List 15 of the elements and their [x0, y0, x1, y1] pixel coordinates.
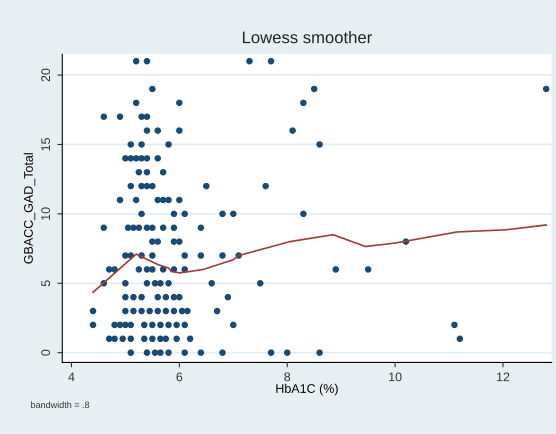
x-tick-label: 8: [284, 372, 290, 382]
y-tick-label: 20: [41, 68, 50, 82]
y-tick-label: 5: [41, 280, 50, 286]
x-axis-title: HbA1C (%): [276, 384, 338, 396]
x-tick-label: 10: [389, 372, 402, 382]
y-tick-label: 15: [41, 138, 50, 150]
chart-title: Lowess smoother: [242, 31, 372, 44]
line-series: [92, 224, 547, 294]
x-tick-label: 6: [176, 372, 182, 382]
x-tick-label: 12: [497, 372, 510, 382]
text: bandwidth = .8: [31, 401, 90, 408]
y-axis-title: GBACC_GAD_Total: [24, 153, 36, 264]
x-tick-label: 4: [68, 372, 75, 382]
y-tick-label: 0: [41, 350, 50, 356]
y-tick-label: 10: [41, 207, 50, 220]
